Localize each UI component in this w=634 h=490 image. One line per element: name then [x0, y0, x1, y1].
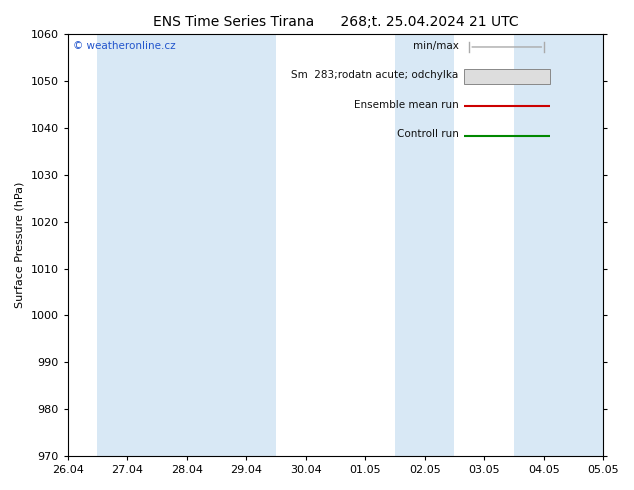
Bar — [395, 34, 455, 456]
Text: Ensemble mean run: Ensemble mean run — [354, 99, 458, 110]
Bar — [98, 34, 276, 456]
Bar — [514, 34, 634, 456]
Text: min/max: min/max — [413, 41, 458, 50]
Text: Controll run: Controll run — [397, 129, 458, 139]
Title: ENS Time Series Tirana      268;t. 25.04.2024 21 UTC: ENS Time Series Tirana 268;t. 25.04.2024… — [153, 15, 518, 29]
Text: © weatheronline.cz: © weatheronline.cz — [73, 41, 176, 50]
Text: Sm  283;rodatn acute; odchylka: Sm 283;rodatn acute; odchylka — [292, 70, 458, 80]
FancyBboxPatch shape — [464, 69, 550, 84]
Y-axis label: Surface Pressure (hPa): Surface Pressure (hPa) — [15, 182, 25, 308]
